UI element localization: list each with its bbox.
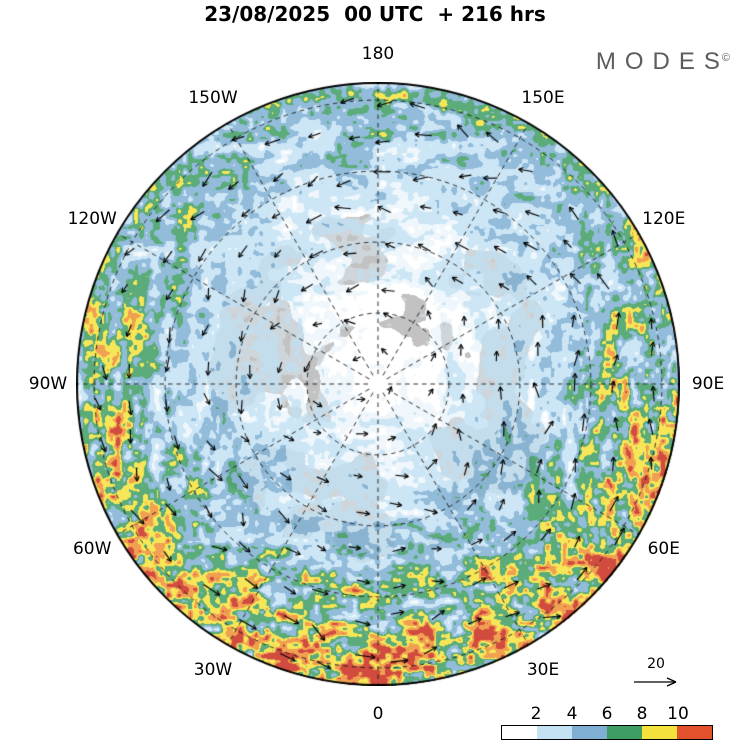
lon-label-60e: 60E <box>647 539 680 559</box>
colorbar: 2 4 6 8 10 <box>501 704 713 740</box>
chart-title: 23/08/2025 00 UTC + 216 hrs <box>204 2 546 26</box>
lon-label-120e: 120E <box>642 209 686 229</box>
colorbar-tick-10: 10 <box>667 704 689 724</box>
colorbar-tick-2: 2 <box>530 704 542 724</box>
lon-label-90w: 90W <box>28 374 68 394</box>
lon-label-120w: 120W <box>67 209 117 229</box>
reference-vector-arrow-icon <box>634 677 677 687</box>
lon-label-180: 180 <box>361 44 395 64</box>
modes-logo: MODES© <box>596 48 730 76</box>
reference-vector-label: 20 <box>647 656 665 672</box>
lon-label-150w: 150W <box>188 88 238 109</box>
modes-logo-text: MODES <box>595 48 729 75</box>
colorbar-tick-6: 6 <box>601 704 613 724</box>
colorbar-chip-5 <box>677 726 712 739</box>
lon-label-0: 0 <box>372 704 384 724</box>
lon-label-60w: 60W <box>72 539 112 559</box>
lon-label-150e: 150E <box>521 88 565 109</box>
lon-label-30w: 30W <box>193 659 233 680</box>
colorbar-chip-0 <box>502 726 537 739</box>
polar-map-canvas <box>76 82 680 686</box>
lon-label-30e: 30E <box>526 659 560 680</box>
colorbar-tick-4: 4 <box>566 704 578 724</box>
copyright-mark: © <box>721 52 730 64</box>
lon-label-90e: 90E <box>691 374 725 394</box>
colorbar-chip-2 <box>572 726 607 739</box>
colorbar-chip-1 <box>537 726 572 739</box>
colorbar-chip-4 <box>642 726 677 739</box>
colorbar-chip-3 <box>607 726 642 739</box>
colorbar-ticks: 2 4 6 8 10 <box>501 704 713 725</box>
colorbar-tick-8: 8 <box>636 704 648 724</box>
colorbar-bar <box>501 725 713 740</box>
reference-vector: 20 <box>628 656 684 692</box>
